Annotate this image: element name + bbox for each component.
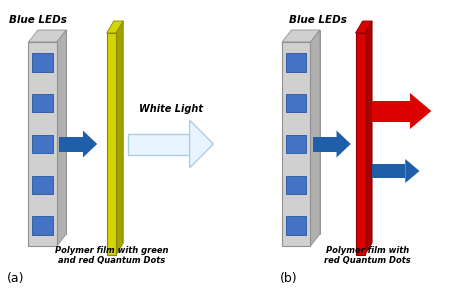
Bar <box>356 33 365 255</box>
Text: Blue LEDs: Blue LEDs <box>289 15 347 25</box>
Text: Polymer film with
red Quantum Dots: Polymer film with red Quantum Dots <box>324 246 411 266</box>
FancyBboxPatch shape <box>32 216 53 235</box>
Text: White Light: White Light <box>138 104 203 114</box>
FancyBboxPatch shape <box>32 135 53 153</box>
Polygon shape <box>282 30 320 42</box>
Bar <box>59 136 83 152</box>
Polygon shape <box>28 30 66 42</box>
Bar <box>28 42 57 246</box>
Text: Polymer film with green
and red Quantum Dots: Polymer film with green and red Quantum … <box>55 246 168 266</box>
Polygon shape <box>405 159 419 183</box>
Bar <box>292 30 320 234</box>
Polygon shape <box>410 93 431 129</box>
Polygon shape <box>107 21 123 33</box>
Bar <box>372 100 410 122</box>
FancyBboxPatch shape <box>286 94 307 112</box>
FancyBboxPatch shape <box>32 94 53 112</box>
FancyBboxPatch shape <box>32 176 53 194</box>
Bar <box>128 134 190 154</box>
Text: Blue LEDs: Blue LEDs <box>9 15 67 25</box>
FancyBboxPatch shape <box>32 53 53 72</box>
Polygon shape <box>83 130 97 158</box>
Bar <box>313 136 337 152</box>
Text: (b): (b) <box>280 272 297 285</box>
Bar <box>282 42 310 246</box>
Polygon shape <box>57 30 66 246</box>
Polygon shape <box>116 21 123 255</box>
Polygon shape <box>356 21 372 33</box>
Polygon shape <box>310 30 320 246</box>
FancyBboxPatch shape <box>286 135 307 153</box>
Bar <box>107 33 116 255</box>
FancyBboxPatch shape <box>286 216 307 235</box>
FancyBboxPatch shape <box>286 53 307 72</box>
Polygon shape <box>365 21 372 255</box>
Polygon shape <box>190 120 213 168</box>
Polygon shape <box>337 130 351 158</box>
FancyBboxPatch shape <box>286 176 307 194</box>
Bar <box>38 30 66 234</box>
Text: (a): (a) <box>7 272 25 285</box>
Bar <box>372 164 405 178</box>
